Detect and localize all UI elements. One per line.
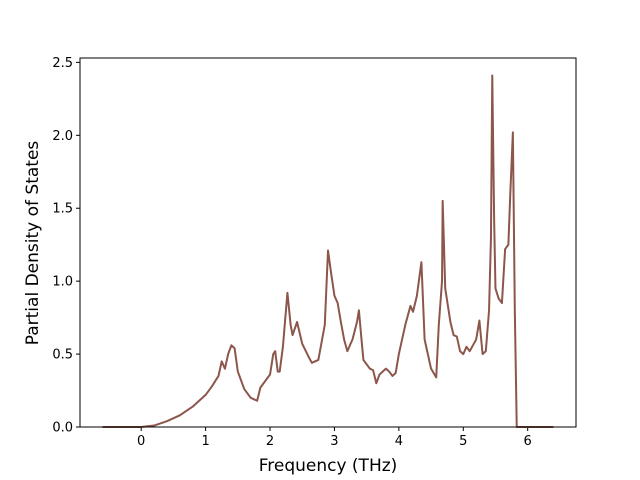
x-tick-label: 5 <box>459 434 467 449</box>
x-tick-label: 2 <box>266 434 274 449</box>
x-tick-label: 3 <box>330 434 338 449</box>
x-axis-label: Frequency (THz) <box>259 456 398 476</box>
line <box>102 74 554 428</box>
y-tick-label: 1.0 <box>52 275 73 290</box>
y-tick-label: 2.0 <box>52 129 73 144</box>
y-tick-label: 2.5 <box>52 56 73 71</box>
plot-frame <box>79 57 577 428</box>
y-tick-label: 0.0 <box>52 421 73 436</box>
y-tick-label: 0.5 <box>52 348 73 363</box>
x-tick-label: 1 <box>201 434 209 449</box>
x-tick-label: 0 <box>137 434 145 449</box>
y-tick-label: 1.5 <box>52 202 73 217</box>
x-tick-label: 6 <box>524 434 532 449</box>
x-tick-label: 4 <box>395 434 403 449</box>
y-axis-label: Partial Density of States <box>23 141 43 346</box>
